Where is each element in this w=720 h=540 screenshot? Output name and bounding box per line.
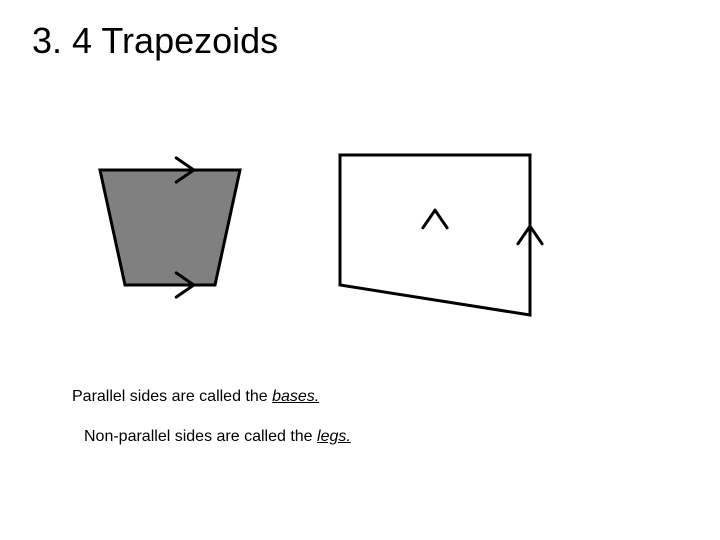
- parallel-tick-icon: [423, 210, 447, 228]
- trapezoid-diagram: [70, 140, 590, 340]
- definition-prefix: Non-parallel sides are called the: [84, 428, 317, 445]
- definition-legs: Non-parallel sides are called the legs.: [84, 428, 351, 446]
- keyword-bases: bases.: [272, 388, 319, 405]
- trapezoid-outline: [340, 155, 530, 315]
- definition-bases: Parallel sides are called the bases.: [72, 388, 319, 406]
- definition-prefix: Parallel sides are called the: [72, 388, 272, 405]
- keyword-legs: legs.: [317, 428, 351, 445]
- trapezoid-filled: [100, 170, 240, 285]
- page-title: 3. 4 Trapezoids: [32, 20, 278, 62]
